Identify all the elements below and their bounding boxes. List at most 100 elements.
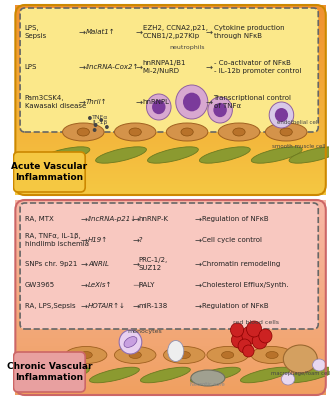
Bar: [15, 280, 326, 281]
Ellipse shape: [95, 147, 146, 163]
Bar: [15, 92, 326, 93]
Bar: [15, 96, 326, 97]
Bar: [15, 26, 326, 27]
Bar: [15, 186, 326, 187]
Bar: [15, 63, 326, 64]
Bar: [15, 37, 326, 38]
Bar: [15, 205, 326, 206]
Text: →: →: [206, 98, 213, 106]
Bar: [15, 70, 326, 71]
Bar: [15, 225, 326, 226]
Bar: [15, 144, 326, 145]
Text: RA, MTX: RA, MTX: [25, 216, 54, 222]
Bar: [15, 30, 326, 31]
Text: Cholesterol Efflux/Synth.: Cholesterol Efflux/Synth.: [202, 282, 289, 288]
Bar: [15, 119, 326, 120]
Bar: [15, 248, 326, 249]
Bar: [15, 124, 326, 125]
Bar: [15, 193, 326, 194]
Bar: [15, 369, 326, 370]
Text: Transcriptional control
of TNFα: Transcriptional control of TNFα: [213, 95, 291, 109]
Bar: [15, 201, 326, 202]
Bar: [15, 233, 326, 234]
Bar: [15, 114, 326, 115]
Text: →: →: [132, 260, 139, 268]
Text: →: →: [79, 62, 85, 72]
Bar: [15, 206, 326, 207]
Bar: [15, 375, 326, 376]
Bar: [15, 368, 326, 369]
Text: SNPs chr. 9p21: SNPs chr. 9p21: [25, 261, 77, 267]
Bar: [15, 161, 326, 162]
Bar: [15, 370, 326, 371]
Ellipse shape: [124, 336, 137, 348]
Bar: [15, 155, 326, 156]
Text: →: →: [195, 236, 202, 244]
Bar: [15, 230, 326, 231]
Bar: [15, 286, 326, 287]
Bar: [15, 192, 326, 193]
Text: Regulation of NFκB: Regulation of NFκB: [202, 303, 269, 309]
Bar: [15, 44, 326, 45]
Text: RA, LPS,Sepsis: RA, LPS,Sepsis: [25, 303, 75, 309]
Bar: [15, 10, 326, 11]
Bar: [15, 316, 326, 317]
Text: Regulation of NFκB: Regulation of NFκB: [202, 216, 269, 222]
Bar: [15, 85, 326, 86]
Bar: [15, 335, 326, 336]
Bar: [15, 164, 326, 165]
Ellipse shape: [129, 352, 141, 358]
Bar: [15, 358, 326, 359]
Text: →: →: [132, 236, 139, 244]
Bar: [15, 367, 326, 368]
Bar: [15, 289, 326, 290]
Bar: [15, 123, 326, 124]
Bar: [15, 350, 326, 351]
Text: →: →: [195, 302, 202, 310]
Bar: [15, 291, 326, 292]
Text: monocytes: monocytes: [127, 328, 162, 334]
Bar: [15, 167, 326, 168]
Bar: [15, 256, 326, 257]
Bar: [15, 77, 326, 78]
Bar: [15, 394, 326, 395]
Ellipse shape: [199, 147, 250, 163]
Bar: [15, 264, 326, 265]
Ellipse shape: [77, 128, 89, 136]
Bar: [15, 243, 326, 244]
Bar: [15, 349, 326, 350]
Bar: [15, 276, 326, 277]
Bar: [15, 329, 326, 330]
Bar: [15, 189, 326, 190]
Bar: [15, 174, 326, 175]
Bar: [15, 208, 326, 209]
Bar: [15, 67, 326, 68]
Ellipse shape: [129, 128, 141, 136]
Text: endothelial cell: endothelial cell: [277, 120, 319, 126]
Circle shape: [230, 323, 244, 337]
Ellipse shape: [313, 359, 326, 371]
Text: - Co-activator of NFκB
- IL-12b promoter control: - Co-activator of NFκB - IL-12b promoter…: [213, 60, 301, 74]
Bar: [15, 281, 326, 282]
Bar: [15, 183, 326, 184]
Ellipse shape: [281, 373, 295, 385]
Circle shape: [238, 339, 251, 353]
Ellipse shape: [65, 346, 107, 364]
Bar: [15, 13, 326, 14]
Ellipse shape: [251, 147, 302, 163]
Bar: [15, 318, 326, 319]
Bar: [15, 226, 326, 227]
Bar: [15, 272, 326, 273]
Bar: [15, 343, 326, 344]
Bar: [15, 379, 326, 380]
Bar: [15, 323, 326, 324]
Text: →: →: [195, 260, 202, 268]
Text: LeXis↑: LeXis↑: [88, 282, 112, 288]
Ellipse shape: [266, 352, 278, 358]
Text: Chromatin remodeling: Chromatin remodeling: [202, 261, 280, 267]
Bar: [15, 258, 326, 259]
Circle shape: [243, 345, 254, 357]
Bar: [15, 22, 326, 23]
Bar: [15, 354, 326, 355]
Bar: [15, 175, 326, 176]
